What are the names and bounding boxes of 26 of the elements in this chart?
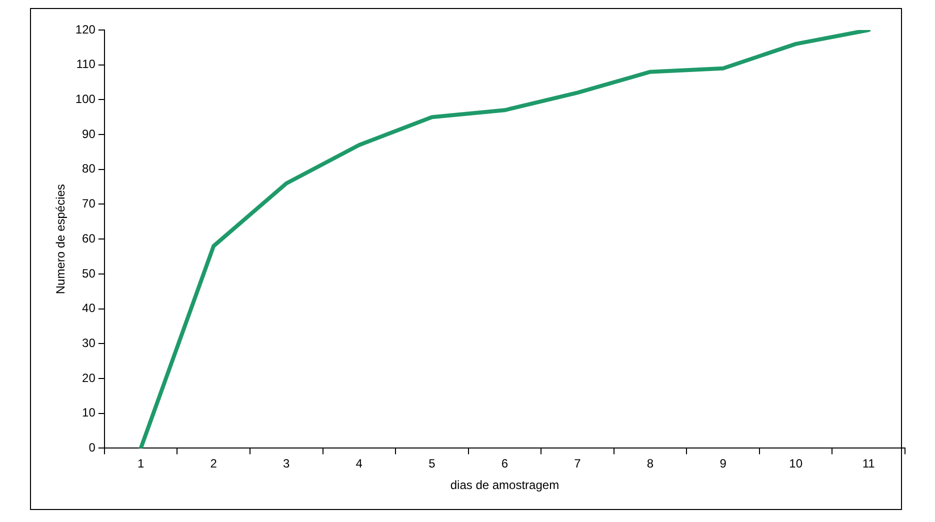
y-tick-label: 20 bbox=[82, 370, 96, 385]
y-tick-label: 100 bbox=[75, 92, 96, 106]
x-axis-title: dias de amostragem bbox=[450, 478, 560, 492]
x-tick-label: 9 bbox=[720, 456, 727, 471]
y-tick-label: 50 bbox=[82, 266, 96, 280]
y-tick-label: 40 bbox=[82, 301, 96, 316]
x-tick-label: 3 bbox=[283, 456, 290, 471]
x-tick-label: 1 bbox=[137, 456, 144, 471]
y-tick-label: 90 bbox=[82, 126, 96, 141]
x-tick-label: 11 bbox=[862, 456, 876, 471]
x-tick-label: 10 bbox=[789, 456, 803, 471]
y-tick-label: 80 bbox=[82, 162, 96, 176]
x-tick-label: 8 bbox=[646, 456, 654, 471]
y-tick-label: 10 bbox=[82, 406, 96, 420]
x-tick-label: 2 bbox=[210, 456, 218, 471]
x-tick-label: 6 bbox=[501, 456, 508, 471]
y-tick-label: 110 bbox=[76, 57, 96, 72]
x-tick-label: 5 bbox=[428, 456, 436, 471]
y-tick-label: 60 bbox=[82, 231, 96, 246]
y-tick-label: 0 bbox=[88, 440, 96, 455]
x-tick-label: 4 bbox=[356, 456, 363, 471]
y-tick-label: 120 bbox=[75, 22, 96, 36]
x-tick-label: 7 bbox=[574, 456, 582, 471]
y-axis-title: Numero de espécies bbox=[54, 184, 68, 294]
y-tick-label: 30 bbox=[82, 336, 96, 350]
y-tick-label: 70 bbox=[82, 196, 96, 211]
